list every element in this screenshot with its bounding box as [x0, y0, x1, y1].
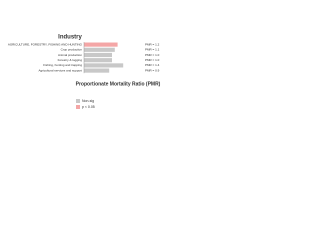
- chart-title: Industry: [58, 35, 82, 41]
- y-tick-label: Crop production: [61, 48, 83, 52]
- legend-swatch: [76, 99, 80, 103]
- y-tick-label: AGRICULTURE, FORESTRY, FISHING AND HUNTI…: [8, 42, 83, 46]
- legend-label: Non-sig: [82, 99, 94, 103]
- bar: [84, 52, 112, 58]
- chart: Industry Proportionate Mortality Ratio (…: [8, 35, 161, 109]
- y-tick-label: Agricultural services and support: [38, 68, 82, 72]
- bar: [84, 42, 118, 47]
- legend-label: p < 0.05: [82, 105, 95, 109]
- value-label: PMR = 1.1: [145, 48, 160, 52]
- bar: [84, 68, 110, 73]
- bar: [84, 47, 115, 52]
- y-tick-label: Fishing, hunting and trapping: [43, 63, 82, 67]
- value-label: PMR = 0.9: [145, 68, 160, 72]
- x-axis-label: Proportionate Mortality Ratio (PMR): [76, 81, 161, 87]
- value-label: PMR = 1.0: [145, 53, 160, 57]
- legend-swatch: [76, 105, 80, 109]
- value-label: PMR = 1.2: [145, 42, 160, 46]
- bar: [84, 58, 112, 63]
- bar: [84, 63, 124, 68]
- value-label: PMR = 1.4: [145, 63, 160, 67]
- y-tick-label: Forestry & logging: [58, 58, 83, 62]
- y-tick-label: Animal production: [58, 53, 82, 57]
- value-label: PMR = 1.0: [145, 58, 160, 62]
